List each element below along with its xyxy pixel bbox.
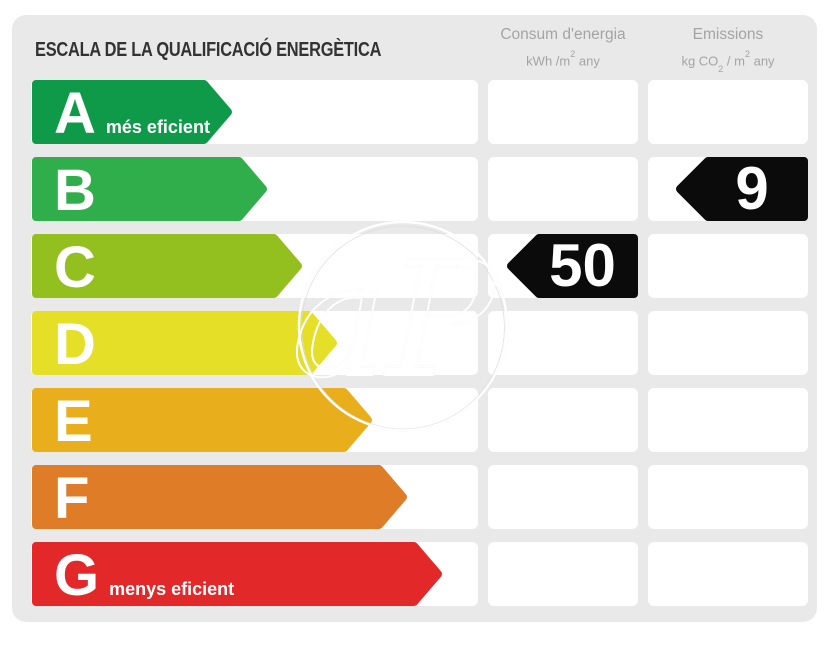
energy-certificate-panel: ESCALA DE LA QUALIFICACIÓ ENERGÈTICA Con… — [12, 15, 817, 622]
rating-note: més eficient — [105, 117, 210, 137]
rating-row-c: C 50 — [12, 234, 817, 298]
emissions-indicator: 9 — [672, 157, 808, 221]
rating-letter: F — [54, 466, 90, 531]
consum-cell — [488, 80, 638, 144]
rating-bar-text: B — [54, 162, 106, 220]
rating-letter: C — [54, 235, 96, 300]
emissions-header-unit: kg CO2 / m2 any — [681, 49, 775, 74]
consum-cell — [488, 388, 638, 452]
consum-header-title: Consum d'energia — [500, 26, 626, 43]
rating-row-e: E — [12, 388, 817, 452]
left-arrow-icon — [676, 157, 808, 221]
page-title: ESCALA DE LA QUALIFICACIÓ ENERGÈTICA — [35, 39, 382, 61]
rating-bar-f: F — [31, 465, 408, 529]
rating-arrow-icon — [32, 465, 407, 529]
rating-bar-text: C — [54, 239, 106, 297]
rating-note: menys eficient — [109, 579, 235, 599]
rating-letter: G — [54, 543, 100, 608]
rating-bar-text: F — [54, 470, 99, 528]
rating-bar-text: D — [54, 316, 106, 374]
rating-bar-d: D — [31, 311, 338, 375]
consum-cell — [488, 542, 638, 606]
rating-bar-c: C — [31, 234, 303, 298]
left-arrow-icon — [507, 234, 638, 298]
rating-arrow-icon — [32, 157, 267, 221]
rating-row-b: B 9 — [12, 157, 817, 221]
rating-letter: B — [54, 158, 96, 223]
consum-value: 50 — [549, 232, 616, 299]
rating-letter: E — [54, 389, 93, 454]
rating-bar-e: E — [31, 388, 373, 452]
rating-bar-text: E — [54, 393, 103, 451]
emissions-cell — [648, 311, 808, 375]
rating-arrow-icon — [32, 388, 372, 452]
rating-bar-b: B — [31, 157, 268, 221]
consum-cell — [488, 465, 638, 529]
rating-row-d: D — [12, 311, 817, 375]
emissions-value: 9 — [735, 155, 769, 222]
column-header-emissions: Emissions kg CO2 / m2 any — [648, 25, 808, 74]
rating-arrow-icon — [32, 80, 232, 144]
rating-letter: D — [54, 312, 96, 377]
rating-letter: A — [54, 81, 96, 146]
column-header-consum: Consum d'energia kWh /m2 any — [488, 25, 638, 69]
emissions-cell — [648, 80, 808, 144]
consum-cell — [488, 157, 638, 221]
rating-arrow-icon — [32, 542, 442, 606]
emissions-cell — [648, 388, 808, 452]
consum-cell — [488, 311, 638, 375]
emissions-cell — [648, 542, 808, 606]
rating-row-f: F — [12, 465, 817, 529]
emissions-header-title: Emissions — [692, 26, 764, 43]
emissions-cell — [648, 465, 808, 529]
emissions-cell — [648, 234, 808, 298]
rating-arrow-icon — [32, 234, 302, 298]
consum-indicator: 50 — [503, 234, 638, 298]
consum-header-unit: kWh /m2 any — [526, 49, 600, 69]
